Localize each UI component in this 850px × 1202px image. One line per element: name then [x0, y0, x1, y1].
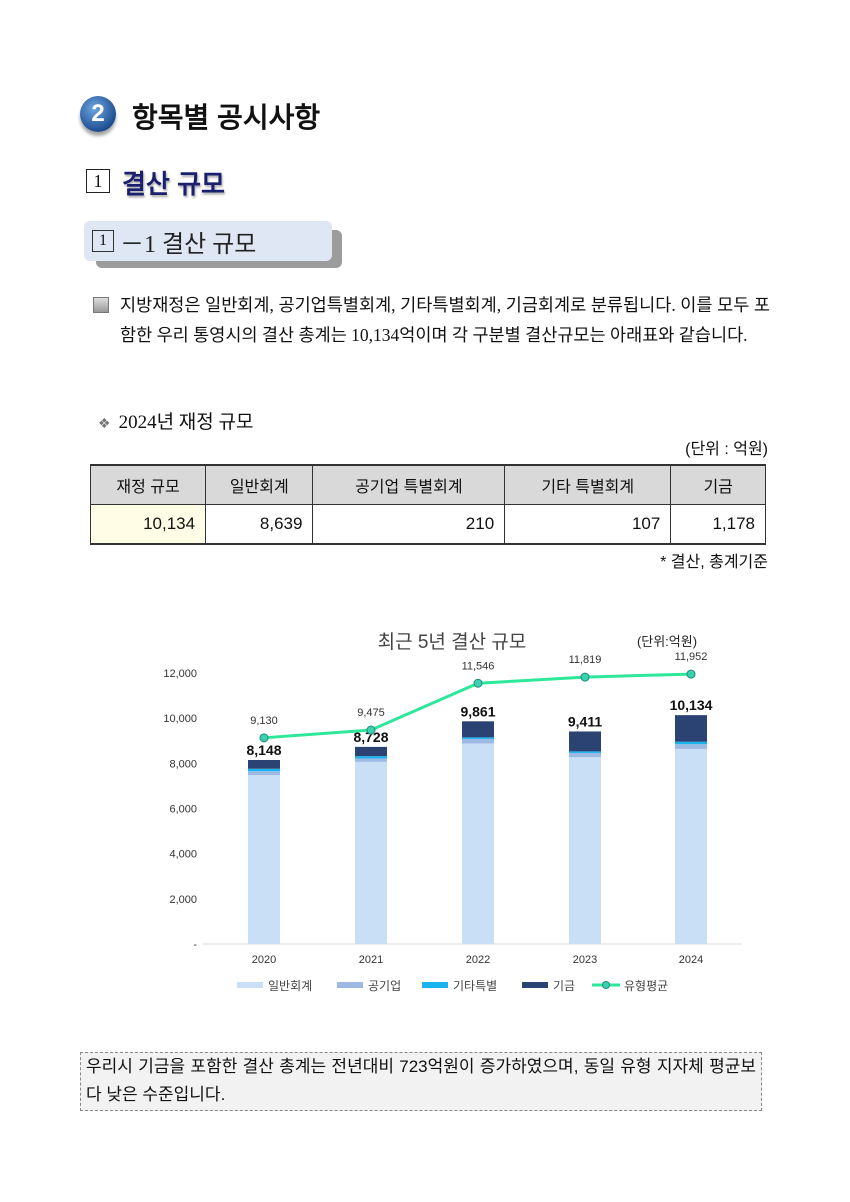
table-heading: ❖ 2024년 재정 규모 — [98, 407, 253, 434]
bar-segment-일반회계 — [248, 775, 280, 944]
line-data-label: 9,130 — [250, 715, 278, 727]
header-cell: 공기업 특별회계 — [312, 464, 506, 505]
bar-segment-공기업 — [675, 744, 707, 749]
x-tick-label: 2023 — [573, 954, 597, 966]
legend-swatch — [337, 982, 363, 988]
y-tick-label: 10,000 — [163, 713, 197, 725]
conclusion-box: 우리시 기금을 포함한 결산 총계는 전년대비 723억원이 증가하였으며, 동… — [80, 1052, 762, 1111]
table-title: 2024년 재정 규모 — [118, 412, 254, 433]
bar-segment-일반회계 — [675, 748, 707, 944]
legend-label: 공기업 — [368, 979, 401, 993]
table-row: 10,134 8,639 210 107 1,178 — [89, 504, 766, 545]
y-tick-label: 12,000 — [163, 668, 197, 680]
title-box: 1 －1 결산 규모 — [84, 221, 332, 261]
section-title: 항목별 공시사항 — [132, 102, 321, 133]
bar-segment-기금 — [248, 759, 280, 769]
bar-segment-기금 — [355, 746, 387, 757]
bar-segment-기타특별 — [355, 756, 387, 759]
line-data-label: 11,819 — [569, 654, 602, 666]
bar-segment-공기업 — [569, 752, 601, 758]
y-tick-label: 2,000 — [169, 894, 197, 906]
legend-swatch — [237, 982, 263, 988]
bar-segment-기타특별 — [675, 741, 707, 745]
subsection-number: 1 — [86, 169, 110, 193]
x-tick-label: 2020 — [252, 954, 276, 966]
bar-segment-일반회계 — [569, 757, 601, 944]
legend-label: 기금 — [553, 979, 575, 993]
y-tick-label: 4,000 — [169, 849, 197, 861]
legend-label: 일반회계 — [268, 979, 312, 993]
title-box-text: －1 결산 규모 — [120, 231, 257, 258]
square-bullet-icon — [93, 297, 109, 313]
table-header-row: 재정 규모 일반회계 공기업 특별회계 기타 특별회계 기금 — [89, 464, 766, 505]
line-data-label: 9,475 — [357, 707, 385, 719]
header-cell: 일반회계 — [205, 464, 314, 505]
legend-label: 유형평균 — [624, 979, 668, 993]
bar-total-label: 10,134 — [670, 697, 713, 713]
cell-total: 10,134 — [89, 504, 207, 545]
bar-segment-일반회계 — [355, 761, 387, 944]
intro-paragraph: 지방재정은 일반회계, 공기업특별회계, 기타특별회계, 기금회계로 분류됩니다… — [120, 295, 770, 345]
title-box-number: 1 — [92, 230, 114, 252]
line-point — [259, 733, 269, 743]
cell-general: 8,639 — [205, 504, 314, 545]
header-cell: 기금 — [670, 464, 766, 505]
bar-segment-일반회계 — [462, 743, 494, 944]
table-note: * 결산, 총계기준 — [660, 554, 768, 571]
chart-unit: (단위:억원) — [637, 634, 697, 649]
y-tick-label: - — [193, 939, 197, 951]
line-point — [686, 669, 696, 679]
table-unit: (단위 : 억원) — [685, 441, 768, 458]
line-point — [580, 672, 590, 682]
y-tick-label: 6,000 — [169, 804, 197, 816]
section-number-badge: 2 — [80, 96, 116, 132]
bar-segment-기금 — [675, 715, 707, 742]
bar-total-label: 8,728 — [353, 729, 388, 745]
diamond-bullet-icon: ❖ — [98, 417, 111, 432]
bar-total-label: 9,861 — [460, 703, 495, 719]
x-tick-label: 2021 — [359, 954, 383, 966]
bar-segment-기타특별 — [248, 768, 280, 772]
legend-swatch — [522, 982, 548, 988]
bar-segment-기타특별 — [462, 737, 494, 739]
line-point — [473, 678, 483, 688]
finance-table: 재정 규모 일반회계 공기업 특별회계 기타 특별회계 기금 10,134 8,… — [89, 464, 766, 545]
bar-total-label: 9,411 — [568, 713, 602, 729]
legend-label: 기타특별 — [453, 979, 497, 993]
cell-other-special: 107 — [504, 504, 672, 545]
x-tick-label: 2024 — [679, 954, 703, 966]
cell-fund: 1,178 — [670, 504, 766, 545]
y-tick-label: 8,000 — [169, 758, 197, 770]
bar-segment-공기업 — [462, 738, 494, 744]
line-point — [366, 725, 376, 735]
line-data-label: 11,952 — [675, 651, 708, 663]
bar-segment-기금 — [569, 731, 601, 752]
bar-total-label: 8,148 — [246, 742, 281, 758]
subsection-title: 결산 규모 — [122, 169, 225, 199]
header-cell: 기타 특별회계 — [504, 464, 672, 505]
x-tick-label: 2022 — [466, 954, 490, 966]
bar-segment-기금 — [462, 721, 494, 738]
legend-line-marker — [602, 981, 610, 989]
legend-swatch — [422, 982, 448, 988]
bar-segment-기타특별 — [569, 751, 601, 753]
bar-segment-공기업 — [248, 771, 280, 776]
bar-segment-공기업 — [355, 758, 387, 762]
line-data-label: 11,546 — [462, 660, 495, 672]
chart-title: 최근 5년 결산 규모 — [378, 631, 527, 653]
